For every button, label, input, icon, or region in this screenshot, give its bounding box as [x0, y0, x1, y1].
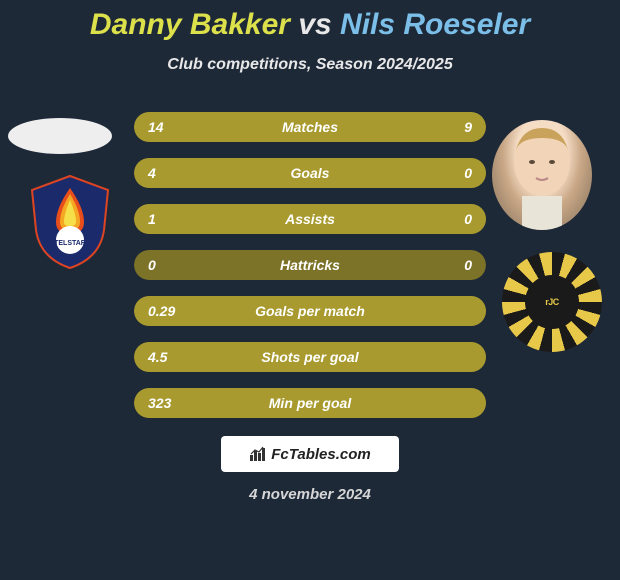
stat-label: Matches — [134, 119, 486, 135]
roda-badge-text: rJC — [545, 297, 559, 307]
stat-label: Min per goal — [134, 395, 486, 411]
footer-date: 4 november 2024 — [0, 486, 620, 503]
player2-avatar — [492, 120, 592, 230]
stat-label: Assists — [134, 211, 486, 227]
stat-label: Shots per goal — [134, 349, 486, 365]
player1-name: Danny Bakker — [90, 8, 290, 41]
stat-row: 00Hattricks — [134, 250, 486, 280]
stat-row: 323Min per goal — [134, 388, 486, 418]
player2-club-badge: rJC — [502, 252, 602, 352]
stat-label: Hattricks — [134, 257, 486, 273]
player2-name: Nils Roeseler — [340, 8, 530, 41]
stat-row: 10Assists — [134, 204, 486, 234]
player1-club-badge: TELSTAR — [20, 170, 120, 270]
player2-face-icon — [492, 120, 592, 230]
subtitle: Club competitions, Season 2024/2025 — [0, 56, 620, 74]
comparison-title: Danny Bakker vs Nils Roeseler — [0, 0, 620, 42]
roda-badge-center: rJC — [525, 275, 579, 329]
stat-row: 149Matches — [134, 112, 486, 142]
stat-row: 4.5Shots per goal — [134, 342, 486, 372]
telstar-badge-icon: TELSTAR — [20, 170, 120, 270]
stat-row: 0.29Goals per match — [134, 296, 486, 326]
player1-avatar — [8, 118, 112, 154]
chart-icon — [249, 445, 267, 463]
svg-text:TELSTAR: TELSTAR — [54, 240, 86, 247]
fctables-badge[interactable]: FcTables.com — [221, 436, 399, 472]
vs-text: vs — [298, 8, 331, 41]
stat-row: 40Goals — [134, 158, 486, 188]
fctables-text: FcTables.com — [271, 446, 370, 463]
stat-label: Goals — [134, 165, 486, 181]
stat-label: Goals per match — [134, 303, 486, 319]
